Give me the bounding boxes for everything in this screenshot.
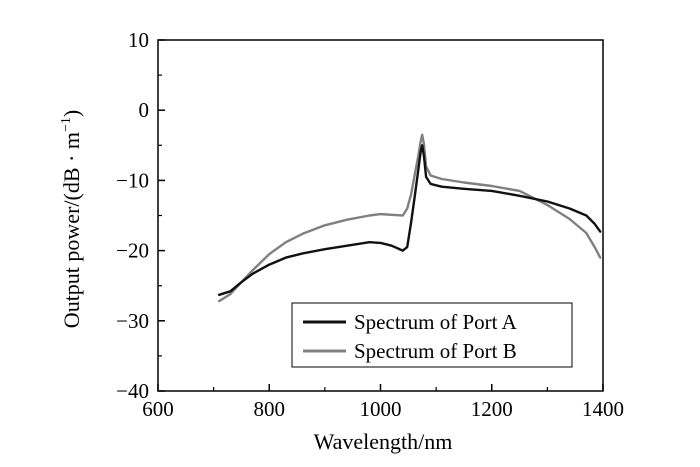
x-tick-label: 1400	[582, 397, 624, 421]
legend: Spectrum of Port A Spectrum of Port B	[291, 302, 573, 368]
series-line-port-b	[217, 133, 602, 303]
y-axis-title-superscript: −1	[59, 117, 74, 132]
series-line-port-a	[217, 144, 602, 296]
y-tick-label: −10	[116, 168, 149, 192]
y-tick-label: 0	[139, 98, 150, 122]
y-axis-title-close: )	[59, 110, 84, 117]
y-tick-label: 10	[128, 28, 149, 52]
x-tick-label: 1200	[471, 397, 513, 421]
y-axis: 10 0 −10 −20 −30 −40	[116, 28, 165, 403]
x-tick-label: 1000	[360, 397, 402, 421]
x-axis: 600 800 1000 1200 1400	[142, 384, 624, 421]
y-tick-label: −40	[116, 379, 149, 403]
legend-label-port-b: Spectrum of Port B	[354, 339, 517, 363]
x-axis-title: Wavelength/nm	[314, 429, 453, 454]
legend-label-port-a: Spectrum of Port A	[354, 310, 518, 334]
y-axis-title-main: Output power/(dB · m	[59, 132, 84, 328]
y-axis-title: Output power/(dB · m−1)	[59, 110, 84, 328]
x-tick-label: 600	[142, 397, 174, 421]
x-tick-label: 800	[254, 397, 286, 421]
series-layer	[217, 133, 602, 303]
legend-box	[291, 302, 573, 368]
y-tick-label: −30	[116, 309, 149, 333]
y-tick-label: −20	[116, 239, 149, 263]
